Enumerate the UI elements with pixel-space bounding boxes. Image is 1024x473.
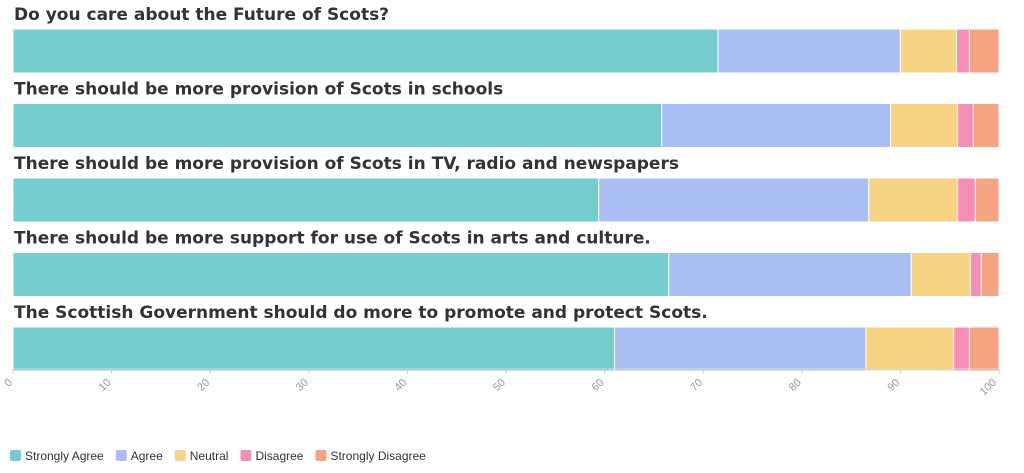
bar-segment-strongly-disagree[interactable] <box>968 326 1000 372</box>
bar-segment-neutral[interactable] <box>865 326 955 372</box>
question-title: There should be more support for use of … <box>14 229 651 249</box>
question-row: The Scottish Government should do more t… <box>12 303 1000 372</box>
legend-label: Disagree <box>255 449 303 463</box>
legend-swatch <box>315 450 327 461</box>
x-tick-label: 30 <box>294 377 311 394</box>
x-tick-label: 100 <box>978 377 999 398</box>
x-axis-ticks: 0 10 20 30 40 50 60 70 80 90 100 <box>2 369 1000 398</box>
bar-segment-strongly-agree[interactable] <box>12 177 600 223</box>
legend-label: Strongly Agree <box>25 449 104 463</box>
x-tick-label: 80 <box>787 377 804 394</box>
bar-segment-strongly-agree[interactable] <box>12 326 615 372</box>
legend-swatch <box>240 450 252 461</box>
legend: Strongly Agree Agree Neutral Disagree Strong… <box>10 449 426 463</box>
bar-segment-disagree[interactable] <box>957 177 976 223</box>
legend-swatch <box>10 450 21 461</box>
bar-segment-strongly-agree[interactable] <box>12 28 719 74</box>
bar-segment-disagree[interactable] <box>956 28 970 74</box>
chart-rows: Do you care about the Future of Scots? Th… <box>12 5 1000 372</box>
bar-segment-strongly-agree[interactable] <box>12 103 663 148</box>
bar-segment-agree[interactable] <box>717 28 901 74</box>
question-row: Do you care about the Future of Scots? <box>12 5 1000 74</box>
legend-label: Neutral <box>190 449 229 463</box>
bar-segment-disagree[interactable] <box>957 103 974 148</box>
x-tick-label: 60 <box>590 377 607 394</box>
x-tick-label: 0 <box>2 377 15 390</box>
legend-item[interactable]: Disagree <box>240 449 304 463</box>
x-tick-label: 10 <box>97 377 114 394</box>
question-title: The Scottish Government should do more t… <box>14 303 708 323</box>
legend-swatch <box>174 450 186 461</box>
x-tick-label: 50 <box>491 377 508 394</box>
legend-item[interactable]: Neutral <box>174 449 229 463</box>
x-tick-label: 70 <box>688 377 705 394</box>
legend-item[interactable]: Strongly Agree <box>10 449 104 463</box>
bar-segment-neutral[interactable] <box>899 28 958 74</box>
question-row: There should be more provision of Scots … <box>12 154 1000 223</box>
bar-segment-agree[interactable] <box>613 326 867 372</box>
question-row: There should be more provision of Scots … <box>12 80 1000 148</box>
bar-segment-neutral[interactable] <box>890 103 959 148</box>
legend-swatch <box>115 450 127 461</box>
bar-segment-strongly-disagree[interactable] <box>980 252 1000 297</box>
bar-segment-neutral[interactable] <box>868 177 959 223</box>
legend-label: Strongly Disagree <box>330 449 426 463</box>
legend-item[interactable]: Agree <box>115 449 163 463</box>
question-row: There should be more support for use of … <box>12 229 1000 297</box>
bar-segment-neutral[interactable] <box>910 252 971 297</box>
bar-segment-strongly-disagree[interactable] <box>972 103 1000 148</box>
bar-segment-strongly-agree[interactable] <box>12 252 670 297</box>
question-title: Do you care about the Future of Scots? <box>14 5 389 25</box>
bar-segment-agree[interactable] <box>661 103 892 148</box>
bar-segment-strongly-disagree[interactable] <box>968 28 1000 74</box>
x-tick-label: 90 <box>885 377 902 394</box>
bar-segment-agree[interactable] <box>668 252 912 297</box>
question-title: There should be more provision of Scots … <box>14 154 679 174</box>
bar-segment-strongly-disagree[interactable] <box>974 177 1000 223</box>
question-title: There should be more provision of Scots … <box>14 80 503 100</box>
bar-segment-agree[interactable] <box>598 177 870 223</box>
bar-segment-disagree[interactable] <box>969 252 982 297</box>
x-tick-label: 40 <box>392 377 409 394</box>
legend-item[interactable]: Strongly Disagree <box>315 449 426 463</box>
bar-segment-disagree[interactable] <box>953 326 970 372</box>
legend-label: Agree <box>131 449 163 463</box>
x-tick-label: 20 <box>195 377 212 394</box>
